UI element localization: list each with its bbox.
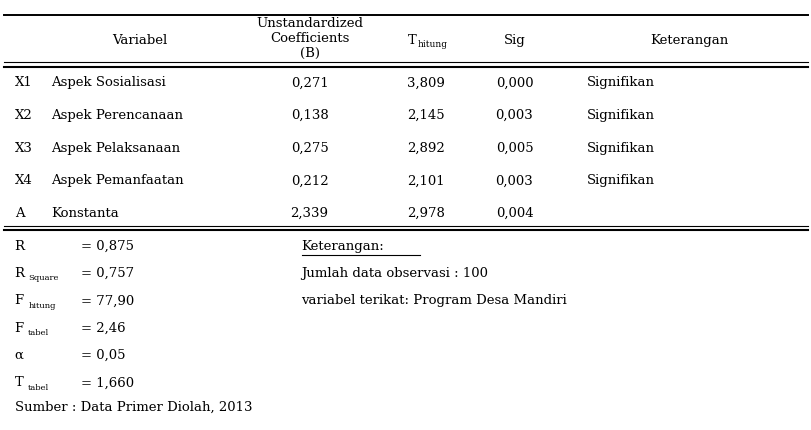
Text: hitung: hitung: [28, 301, 56, 310]
Text: R: R: [15, 240, 24, 253]
Text: variabel terikat: Program Desa Mandiri: variabel terikat: Program Desa Mandiri: [301, 294, 567, 307]
Text: 0,275: 0,275: [290, 141, 328, 155]
Text: T: T: [407, 34, 416, 47]
Text: X3: X3: [15, 141, 32, 155]
Text: = 77,90: = 77,90: [80, 294, 134, 307]
Text: 3,809: 3,809: [406, 77, 444, 89]
Text: 2,145: 2,145: [407, 109, 444, 122]
Text: Sig: Sig: [503, 34, 525, 47]
Text: Signifikan: Signifikan: [586, 174, 654, 187]
Text: 2,978: 2,978: [406, 207, 444, 220]
Text: 0,138: 0,138: [290, 109, 328, 122]
Text: 0,000: 0,000: [495, 77, 533, 89]
Text: Aspek Pemanfaatan: Aspek Pemanfaatan: [51, 174, 183, 187]
Text: Aspek Pelaksanaan: Aspek Pelaksanaan: [51, 141, 180, 155]
Text: 0,005: 0,005: [495, 141, 533, 155]
Text: Unstandardized: Unstandardized: [255, 17, 363, 30]
Text: F: F: [15, 294, 24, 307]
Text: Signifikan: Signifikan: [586, 109, 654, 122]
Text: X1: X1: [15, 77, 32, 89]
Text: X2: X2: [15, 109, 32, 122]
Text: 2,339: 2,339: [290, 207, 328, 220]
Text: = 0,875: = 0,875: [80, 240, 133, 253]
Text: Square: Square: [28, 274, 58, 282]
Text: = 1,660: = 1,660: [80, 376, 134, 389]
Text: 0,004: 0,004: [495, 207, 533, 220]
Text: Keterangan:: Keterangan:: [301, 240, 384, 253]
Text: Signifikan: Signifikan: [586, 77, 654, 89]
Text: 2,892: 2,892: [406, 141, 444, 155]
Text: F: F: [15, 322, 24, 335]
Text: Konstanta: Konstanta: [51, 207, 118, 220]
Text: Sumber : Data Primer Diolah, 2013: Sumber : Data Primer Diolah, 2013: [15, 401, 251, 414]
Text: Signifikan: Signifikan: [586, 141, 654, 155]
Text: = 0,05: = 0,05: [80, 349, 125, 362]
Text: tabel: tabel: [28, 384, 49, 392]
Text: (B): (B): [299, 46, 320, 60]
Text: R: R: [15, 267, 24, 280]
Text: 0,003: 0,003: [495, 109, 533, 122]
Text: 0,212: 0,212: [290, 174, 328, 187]
Text: X4: X4: [15, 174, 32, 187]
Text: = 0,757: = 0,757: [80, 267, 134, 280]
Text: 2,101: 2,101: [407, 174, 444, 187]
Text: Keterangan: Keterangan: [650, 34, 727, 47]
Text: Variabel: Variabel: [112, 34, 167, 47]
Text: Jumlah data observasi : 100: Jumlah data observasi : 100: [301, 267, 488, 280]
Text: 0,271: 0,271: [290, 77, 328, 89]
Text: 0,003: 0,003: [495, 174, 533, 187]
Text: = 2,46: = 2,46: [80, 322, 125, 335]
Text: Coefficients: Coefficients: [269, 32, 349, 45]
Text: Aspek Perencanaan: Aspek Perencanaan: [51, 109, 182, 122]
Text: A: A: [15, 207, 24, 220]
Text: T: T: [15, 376, 24, 389]
Text: tabel: tabel: [28, 329, 49, 337]
Text: Aspek Sosialisasi: Aspek Sosialisasi: [51, 77, 165, 89]
Text: α: α: [15, 349, 24, 362]
Text: hitung: hitung: [418, 40, 448, 49]
